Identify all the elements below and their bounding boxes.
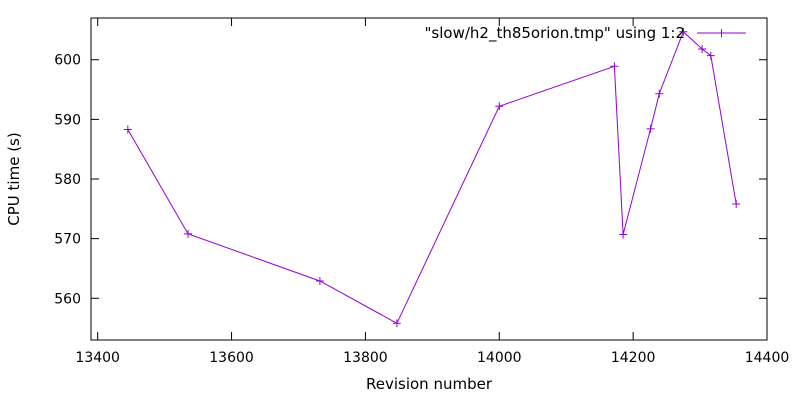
data-point-0-8 [655, 89, 664, 98]
data-point-0-6 [619, 230, 628, 239]
x-tick-label-14400: 14400 [745, 350, 790, 366]
data-point-0-1 [184, 229, 193, 238]
legend-series-label: "slow/h2_th85orion.tmp" using 1:2 [425, 24, 685, 43]
data-point-0-3 [392, 319, 401, 328]
series-group [123, 27, 741, 328]
data-point-0-9 [679, 27, 688, 36]
y-tick-label-560: 560 [54, 291, 81, 307]
data-point-0-4 [495, 102, 504, 111]
plot-frame [90, 17, 768, 341]
y-axis-title: CPU time (s) [5, 132, 23, 225]
data-point-0-12 [732, 200, 741, 209]
series-line-0 [127, 30, 737, 324]
y-tick-label-580: 580 [54, 172, 81, 188]
data-point-0-10 [698, 45, 707, 54]
x-tick-label-13400: 13400 [75, 350, 120, 366]
data-point-0-2 [315, 276, 324, 285]
x-tick-label-14200: 14200 [611, 350, 656, 366]
tick-labels: 13400 13600 13800 14000 14200 14400 560 570 580 5… [54, 53, 789, 366]
legend: "slow/h2_th85orion.tmp" using 1:2 [425, 24, 746, 43]
y-tick-label-590: 590 [54, 112, 81, 128]
data-point-0-11 [706, 51, 715, 60]
x-tick-label-13600: 13600 [209, 350, 254, 366]
x-tick-label-14000: 14000 [477, 350, 522, 366]
tick-marks [91, 18, 768, 340]
x-axis-title: Revision number [366, 375, 493, 393]
x-tick-label-13800: 13800 [343, 350, 388, 366]
y-tick-label-570: 570 [54, 232, 81, 248]
y-tick-label-600: 600 [54, 53, 81, 69]
data-point-0-0 [123, 125, 132, 134]
legend-series-marker [717, 29, 726, 37]
data-point-0-5 [610, 62, 619, 71]
data-point-0-7 [646, 124, 655, 133]
